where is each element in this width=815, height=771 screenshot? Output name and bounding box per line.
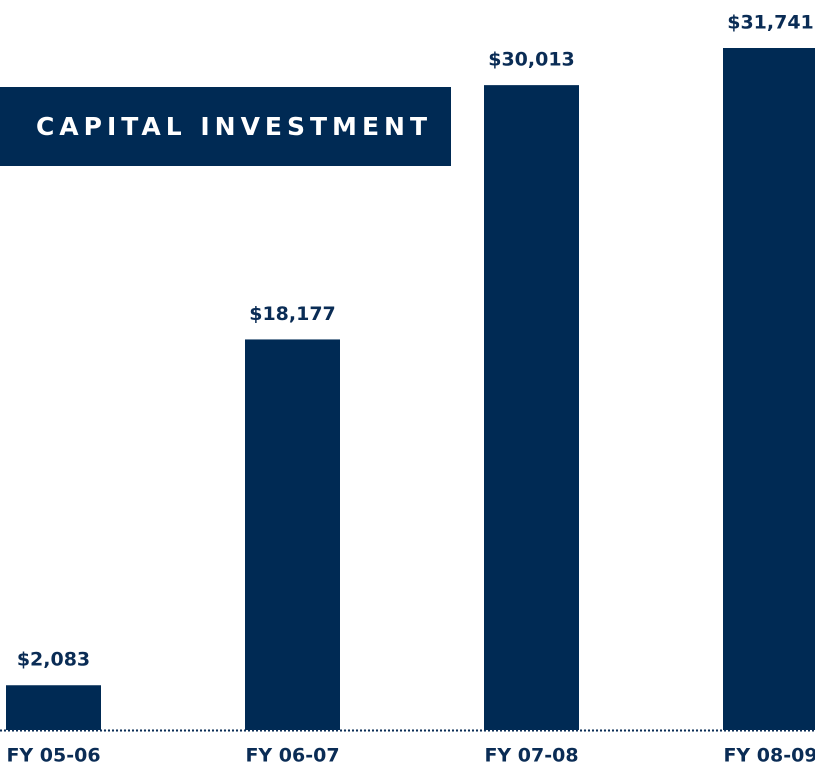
value-label: $31,741: [727, 12, 814, 34]
bar: [245, 339, 340, 730]
x-tick-label: FY 08-09: [723, 745, 815, 767]
value-label: $2,083: [17, 649, 90, 671]
value-label: $18,177: [249, 303, 336, 325]
x-tick-label: FY 07-08: [484, 745, 578, 767]
x-tick-label: FY 05-06: [6, 745, 100, 767]
title-box: [0, 87, 451, 166]
bar: [484, 85, 579, 730]
bar: [723, 48, 815, 730]
value-label: $30,013: [488, 49, 575, 71]
x-tick-label: FY 06-07: [245, 745, 339, 767]
bar: [6, 685, 101, 730]
chart-title: CAPITAL INVESTMENT: [36, 112, 432, 141]
